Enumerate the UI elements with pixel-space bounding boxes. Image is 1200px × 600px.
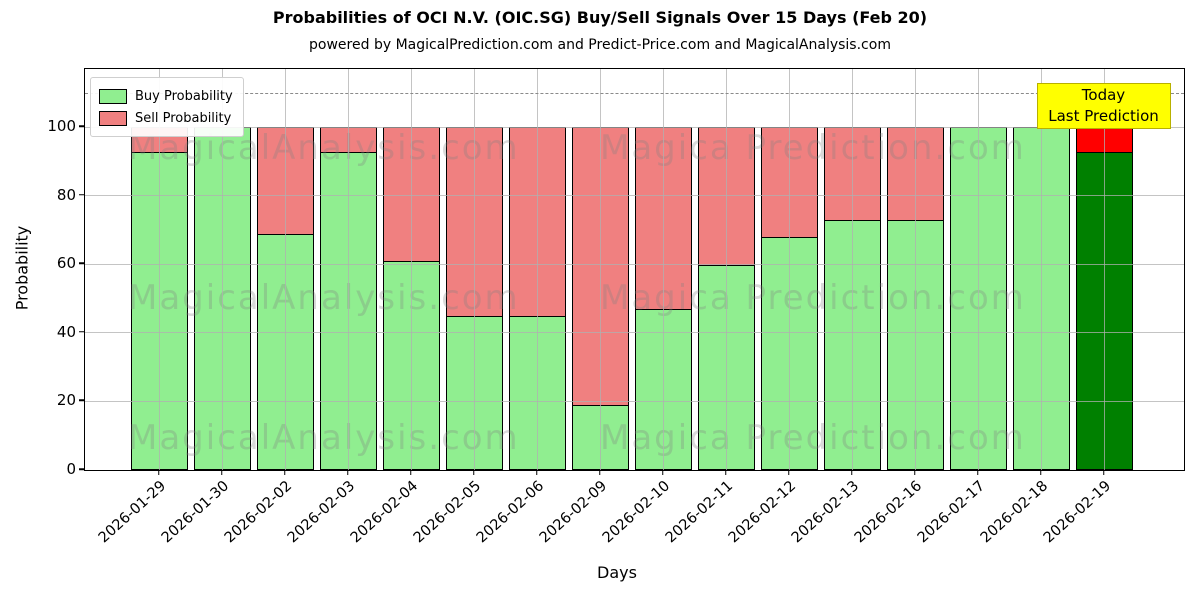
y-tick-label: 40 [56, 322, 76, 341]
chart-title: Probabilities of OCI N.V. (OIC.SG) Buy/S… [272, 8, 928, 27]
v-gridline [537, 69, 538, 470]
h-gridline [85, 126, 1184, 128]
x-tick-mark [1039, 470, 1042, 475]
dashed-reference-line [85, 92, 1184, 94]
y-tick-label: 100 [47, 117, 76, 136]
h-gridline [85, 263, 1184, 265]
x-tick-mark [220, 470, 223, 475]
legend: Buy Probability Sell Probability [90, 77, 244, 137]
h-gridline [85, 332, 1184, 334]
v-gridline [663, 69, 664, 470]
v-gridline [411, 69, 412, 470]
y-tick-mark [79, 331, 84, 333]
x-axis-label: Days [597, 563, 637, 582]
y-tick-label: 20 [56, 391, 76, 410]
today-annotation-line1: Today [1081, 86, 1126, 104]
y-tick-label: 0 [66, 460, 76, 478]
x-tick-mark [661, 470, 664, 475]
x-tick-mark [850, 470, 853, 475]
today-annotation-line2: Last Prediction [1048, 107, 1159, 125]
watermark-text: MagicalAnalysis.com [128, 278, 520, 318]
legend-label: Buy Probability [135, 88, 233, 104]
x-tick-mark [409, 470, 412, 475]
v-gridline [1104, 69, 1105, 470]
legend-item: Sell Probability [99, 107, 233, 129]
y-tick-mark [79, 194, 84, 196]
y-tick-mark [79, 262, 84, 265]
today-annotation: Today Last Prediction [1036, 83, 1171, 129]
chart-subtitle: powered by MagicalPrediction.com and Pre… [309, 37, 891, 53]
x-tick-mark [787, 470, 790, 475]
y-tick-mark [79, 399, 84, 402]
v-gridline [852, 69, 853, 470]
plot-area [84, 68, 1185, 471]
v-gridline [159, 69, 160, 470]
v-gridline [222, 69, 223, 470]
v-gridline [474, 69, 475, 470]
y-tick-label: 80 [56, 185, 76, 204]
x-tick-mark [976, 470, 979, 475]
legend-swatch [99, 110, 127, 126]
watermark-text: Magica Prediction.com [600, 128, 1026, 168]
v-gridline [789, 69, 790, 470]
v-gridline [726, 69, 727, 470]
x-tick-mark [472, 470, 475, 475]
x-tick-mark [913, 470, 916, 475]
x-tick-mark [157, 470, 160, 475]
legend-label: Sell Probability [135, 110, 232, 126]
v-gridline [978, 69, 979, 470]
watermark-text: Magica Prediction.com [600, 278, 1026, 318]
x-tick-mark [283, 470, 286, 475]
watermark-text: MagicalAnalysis.com [128, 418, 520, 458]
y-tick-mark [79, 468, 84, 470]
y-tick-mark [79, 125, 84, 127]
v-gridline [285, 69, 286, 470]
v-gridline [915, 69, 916, 470]
x-tick-mark [598, 470, 601, 475]
legend-item: Buy Probability [99, 85, 233, 107]
x-tick-mark [1102, 470, 1105, 475]
y-tick-label: 60 [56, 254, 76, 273]
x-tick-mark [724, 470, 727, 475]
h-gridline [85, 195, 1184, 197]
h-gridline [85, 400, 1184, 402]
legend-swatch [99, 88, 127, 104]
x-tick-mark [346, 470, 349, 475]
x-tick-mark [535, 470, 538, 475]
v-gridline [348, 69, 349, 470]
v-gridline [1041, 69, 1042, 470]
v-gridline [600, 69, 601, 470]
watermark-text: Magica Prediction.com [600, 418, 1026, 458]
